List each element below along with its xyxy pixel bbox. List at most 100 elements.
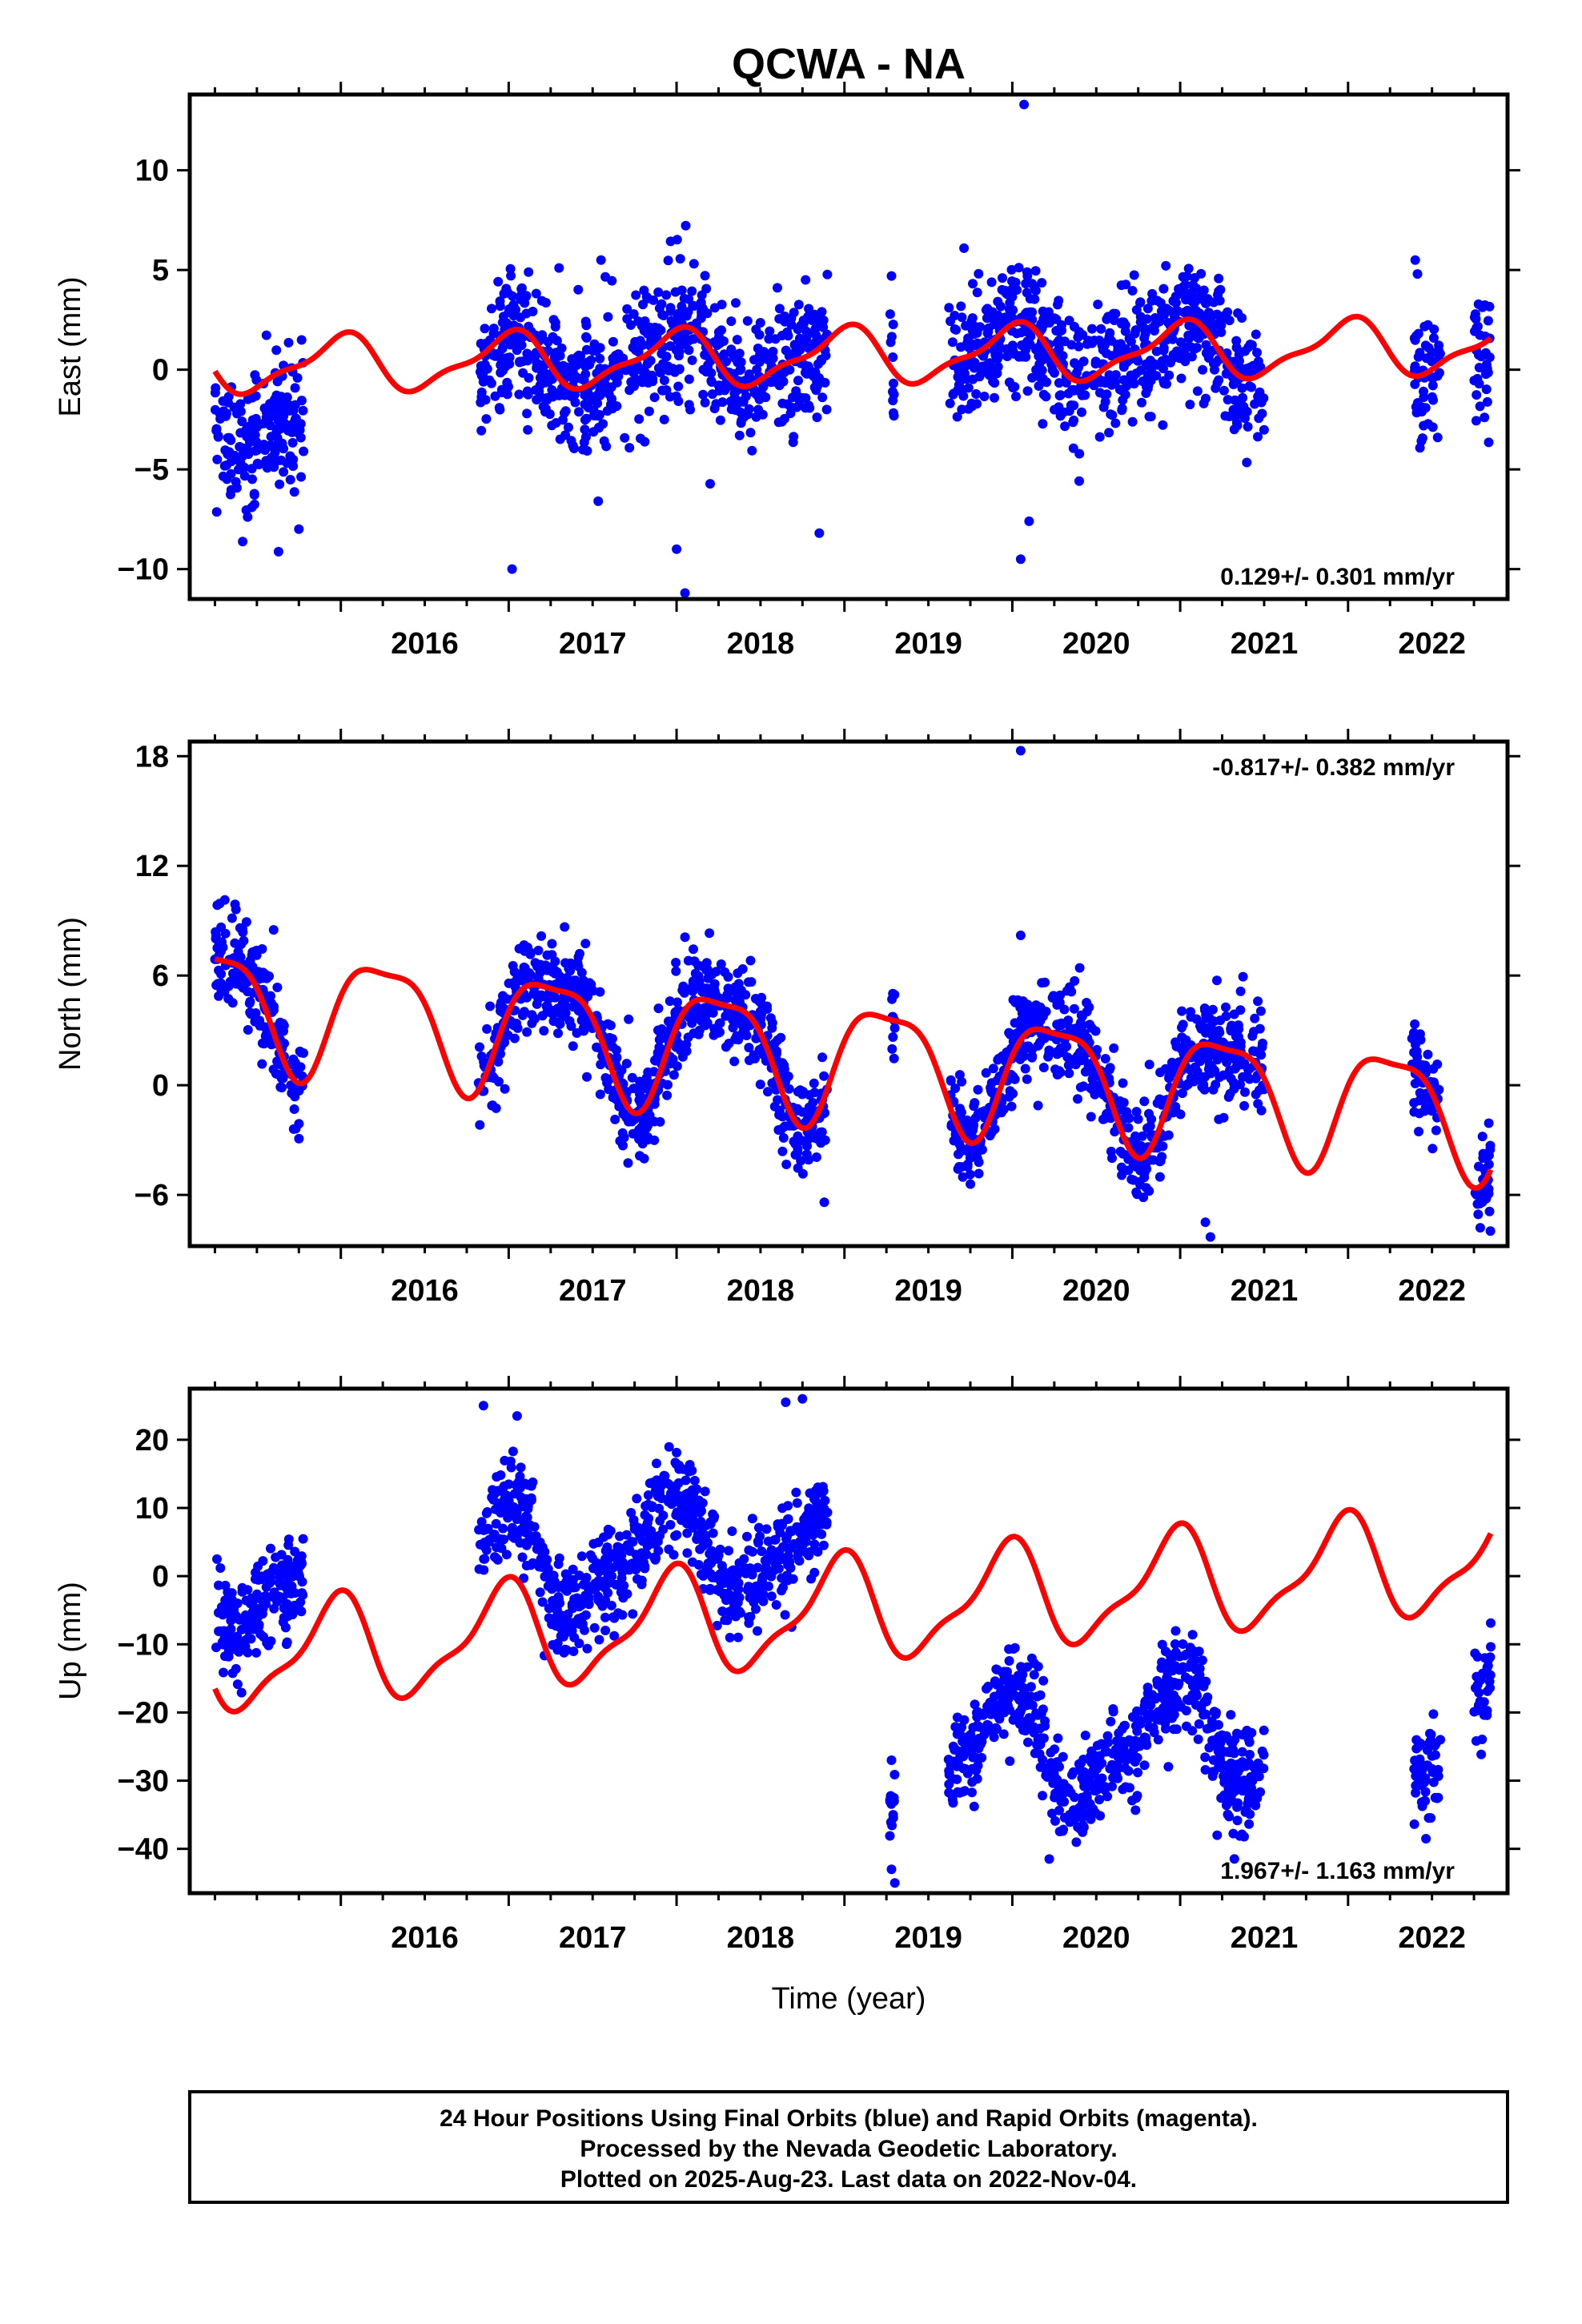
data-point: [632, 1574, 642, 1584]
data-point: [216, 969, 227, 979]
data-point: [635, 1531, 645, 1542]
data-point: [1028, 1019, 1038, 1029]
data-point: [644, 1529, 654, 1538]
data-point: [785, 408, 796, 419]
y-tick-label: −5: [135, 453, 169, 487]
data-point: [254, 967, 263, 978]
data-point: [263, 417, 273, 428]
data-point: [1139, 1096, 1150, 1107]
x-tick-label: 2020: [1062, 627, 1130, 661]
data-point: [542, 1554, 552, 1565]
data-point: [946, 316, 955, 327]
data-point: [230, 454, 240, 464]
data-point: [1419, 1106, 1430, 1116]
data-point: [600, 271, 611, 282]
data-point-outlier: [507, 564, 517, 574]
data-point: [1427, 1106, 1437, 1116]
data-point: [814, 373, 825, 384]
data-point: [1005, 1029, 1015, 1039]
data-point: [287, 1581, 297, 1591]
data-point: [1021, 344, 1031, 355]
data-point: [1249, 1027, 1259, 1037]
data-point: [484, 375, 495, 385]
data-point: [1171, 298, 1181, 308]
data-point: [1178, 271, 1188, 282]
data-point: [506, 271, 516, 281]
data-point: [476, 425, 487, 436]
data-point: [1162, 1668, 1173, 1679]
data-point: [555, 1622, 565, 1633]
data-point: [508, 978, 519, 988]
data-point: [771, 1600, 781, 1610]
data-point: [1419, 420, 1429, 431]
data-point: [658, 385, 669, 396]
data-point: [268, 1064, 279, 1075]
data-point: [1050, 368, 1059, 378]
data-point: [484, 1534, 495, 1545]
data-point: [714, 1019, 725, 1029]
data-point: [709, 303, 720, 313]
data-point: [737, 1019, 747, 1028]
data-point: [249, 490, 259, 500]
data-point: [1177, 1088, 1187, 1099]
data-point: [1060, 421, 1070, 432]
data-point: [1022, 1074, 1032, 1084]
data-point: [1412, 269, 1423, 279]
data-point: [663, 1478, 673, 1489]
data-point: [1207, 1767, 1218, 1777]
data-point: [693, 1560, 704, 1570]
data-point: [1484, 1184, 1494, 1194]
data-point: [673, 396, 684, 406]
data-point: [492, 1472, 502, 1482]
data-point: [801, 275, 811, 285]
data-point: [505, 263, 516, 274]
data-point: [573, 284, 584, 295]
data-point: [1469, 312, 1480, 323]
data-point: [219, 1667, 228, 1678]
data-point: [1190, 297, 1200, 308]
data-point: [720, 1588, 730, 1598]
data-point: [654, 1035, 665, 1045]
data-point: [766, 1591, 777, 1602]
data-point: [1215, 284, 1226, 295]
data-point: [1029, 281, 1039, 292]
data-point: [733, 1035, 744, 1045]
data-point: [596, 1598, 606, 1608]
data-point: [496, 1508, 506, 1518]
data-point: [1056, 1796, 1066, 1807]
data-point: [693, 1029, 704, 1039]
data-point-outlier: [1015, 554, 1026, 565]
data-point: [607, 394, 616, 404]
data-point: [480, 1554, 490, 1564]
data-point: [1252, 348, 1262, 358]
data-point: [1016, 1015, 1026, 1025]
data-point: [1054, 997, 1065, 1007]
data-point: [272, 1056, 283, 1067]
data-point: [1477, 1132, 1488, 1142]
data-point: [580, 316, 591, 327]
data-point: [522, 408, 532, 419]
data-point: [235, 428, 246, 438]
data-point: [1072, 1055, 1082, 1065]
data-point: [1221, 1011, 1231, 1021]
data-point-outlier: [1024, 516, 1034, 526]
data-point: [1250, 399, 1260, 409]
data-point: [1194, 1719, 1204, 1729]
data-point: [547, 1573, 557, 1583]
data-point: [533, 945, 544, 955]
data-point: [1141, 359, 1151, 369]
data-point: [271, 345, 282, 356]
data-point: [267, 403, 278, 413]
data-point: [220, 1651, 230, 1662]
data-point: [1130, 1133, 1140, 1144]
data-point: [649, 392, 660, 403]
data-point: [532, 961, 542, 971]
data-point-outlier: [596, 255, 606, 265]
data-point: [251, 1647, 262, 1658]
data-point: [1130, 1805, 1141, 1815]
data-point: [721, 1011, 731, 1021]
data-point: [269, 1587, 279, 1598]
data-point: [1022, 267, 1032, 277]
data-point: [1428, 333, 1439, 343]
